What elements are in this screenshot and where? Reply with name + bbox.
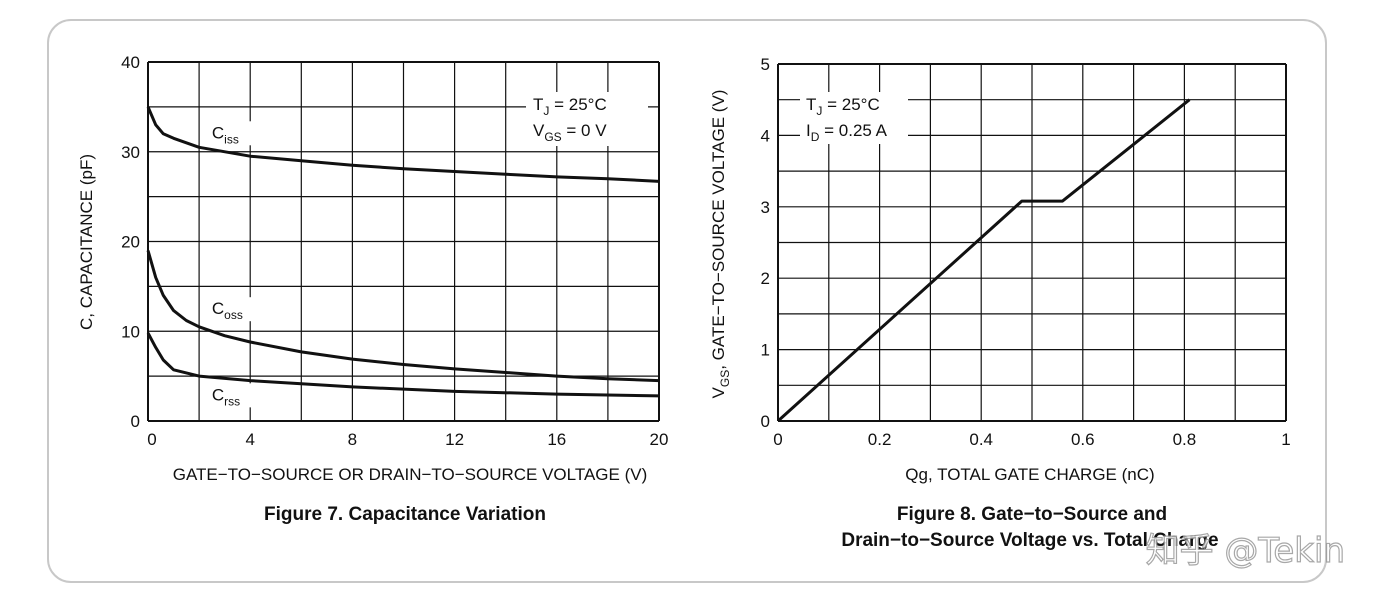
figure-8-tick-labels: 0 0.2 0.4 0.6 0.8 1 0 1 2 3 4 5 (761, 55, 1291, 449)
figure-7-x-tick-label: 20 (650, 430, 669, 449)
figure-8-condition-tj-main: T (806, 95, 816, 114)
figure-7-condition-vgs-sub: GS (544, 130, 561, 144)
figure-7-condition-vgs: VGS = 0 V (533, 121, 607, 144)
figure-8-y-axis-label-main: V (709, 386, 728, 398)
figure-8-conditions: TJ = 25°C ID = 0.25 A (800, 92, 908, 144)
figure-8-x-tick-label: 0 (773, 430, 782, 449)
figure-8-caption-line-1: Figure 8. Gate−to−Source and (897, 504, 1167, 525)
figure-7-y-tick-label: 20 (121, 233, 140, 252)
figure-8-series-line-vgs (776, 98, 1191, 423)
figure-8-condition-id-main: I (806, 121, 811, 140)
figure-7-condition-vgs-main: V (533, 121, 545, 140)
figure-8-condition-id: ID = 0.25 A (806, 121, 888, 144)
figure-7-x-tick-label: 16 (547, 430, 566, 449)
figure-7-y-tick-label: 0 (131, 412, 140, 431)
figure-card (47, 19, 1327, 583)
figure-8-y-axis-label-sub: GS (718, 370, 732, 387)
figure-7-condition-vgs-rest: = 0 V (562, 121, 608, 140)
figure-7-y-tick-label: 30 (121, 143, 140, 162)
figure-7-label-ciss-sub: iss (224, 132, 239, 146)
figure-7-label-coss-sub: oss (224, 308, 243, 322)
figure-8-y-tick-label: 0 (761, 412, 770, 431)
figure-8-conditions-bg (800, 92, 908, 144)
figure-8-condition-tj: TJ = 25°C (806, 95, 880, 118)
figure-7-x-axis-label: GATE−TO−SOURCE OR DRAIN−TO−SOURCE VOLTAG… (173, 465, 648, 484)
figure-8-caption-line-2: Drain−to−Source Voltage vs. Total Charge (841, 530, 1218, 551)
figure-8-condition-id-rest: = 0.25 A (819, 121, 887, 140)
figure-8-y-tick-label: 4 (761, 126, 770, 145)
figure-7-tick-labels: 0 4 8 12 16 20 0 10 20 30 40 (121, 53, 668, 449)
figure-7-series-line-ciss (146, 106, 660, 183)
figure-7-series-line-crss (146, 332, 660, 398)
figure-8-y-tick-label: 3 (761, 198, 770, 217)
figure-7-label-ciss: Ciss (212, 123, 239, 146)
figure-8-y-tick-label: 2 (761, 269, 770, 288)
figure-8-condition-id-sub: D (811, 130, 820, 144)
figure-7-label-ciss-main: C (212, 123, 224, 142)
figure-7-y-tick-label: 40 (121, 53, 140, 72)
figure-8-x-tick-label: 0.8 (1173, 430, 1197, 449)
figure-7-caption: Figure 7. Capacitance Variation (264, 504, 546, 525)
figure-8-y-tick-label: 1 (761, 341, 770, 360)
figure-7-label-bg (207, 121, 254, 146)
figure-8-x-tick-label: 0.6 (1071, 430, 1095, 449)
figure-8-x-tick-label: 0.2 (868, 430, 892, 449)
figure-7-label-crss-main: C (212, 385, 224, 404)
figure-7-conditions-bg (526, 92, 648, 146)
figure-7-series-line-coss (146, 250, 660, 383)
figure-8-y-tick-label: 5 (761, 55, 770, 74)
figure-8-condition-tj-rest: = 25°C (822, 95, 879, 114)
figure-8-y-axis-label-rest: , GATE−TO−SOURCE VOLTAGE (V) (709, 90, 728, 370)
figure-8-series (776, 98, 1191, 423)
figure-7-label-crss-sub: rss (224, 394, 240, 408)
figure-7-x-tick-label: 8 (348, 430, 357, 449)
figure-8-x-tick-label: 0.4 (969, 430, 993, 449)
figure-7-label-coss-main: C (212, 299, 224, 318)
figure-7-y-tick-label: 10 (121, 322, 140, 341)
watermark: 知乎 @Tekin (1146, 531, 1345, 571)
figure-7-x-tick-label: 12 (445, 430, 464, 449)
figure-7-x-tick-label: 0 (147, 430, 156, 449)
figure-7-label-coss: Coss (212, 299, 243, 322)
figure-7-y-axis-label: C, CAPACITANCE (pF) (77, 154, 96, 330)
figure-7-label-bg (207, 297, 254, 322)
figure-7-condition-tj: TJ = 25°C (533, 95, 607, 118)
figure-7-condition-tj-rest: = 25°C (549, 95, 606, 114)
figure-7-condition-tj-sub: J (543, 104, 549, 118)
figure-8-x-tick-label: 1 (1281, 430, 1290, 449)
figure-7-label-bg (207, 383, 254, 408)
figure-8-condition-tj-sub: J (816, 104, 822, 118)
figure-7-label-crss: Crss (212, 385, 240, 408)
figure-8-x-axis-label: Qg, TOTAL GATE CHARGE (nC) (905, 465, 1154, 484)
figure-7-series (146, 106, 660, 398)
figure-8-gate-charge-chart: 0 0.2 0.4 0.6 0.8 1 0 1 2 3 4 5 TJ = 25°C ID = 0.25 … (709, 55, 1291, 551)
figure-7-x-tick-label: 4 (245, 430, 254, 449)
figure-7-condition-tj-main: T (533, 95, 543, 114)
figure-8-y-axis-label: VGS, GATE−TO−SOURCE VOLTAGE (V) (709, 90, 732, 399)
